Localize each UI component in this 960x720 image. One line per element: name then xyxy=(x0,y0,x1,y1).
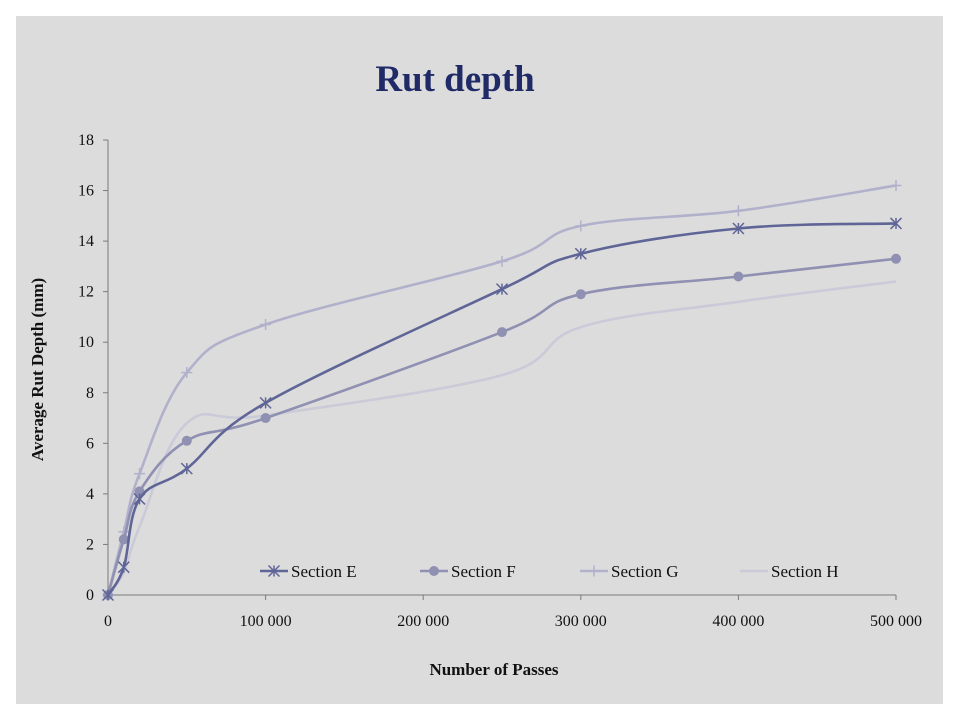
axes: 0 2 4 6 8 10 12 14 16 18 0 100 000 200 000 300 000 400… xyxy=(78,132,922,630)
x-tick-label: 0 xyxy=(104,613,112,630)
legend-item-section-g: Section G xyxy=(580,562,679,581)
chart-title: Rut depth xyxy=(375,59,535,100)
legend-label-section-f: Section F xyxy=(451,562,516,581)
legend-label-section-h: Section H xyxy=(771,562,839,581)
y-tick-label: 12 xyxy=(78,284,94,301)
x-axis-title: Number of Passes xyxy=(429,660,558,679)
legend-marker-section-e xyxy=(267,564,281,578)
data-point-section-g xyxy=(260,319,272,331)
x-tick-label: 300 000 xyxy=(555,613,607,630)
data-point-section-e xyxy=(101,588,115,602)
x-tick-label: 400 000 xyxy=(712,613,764,630)
y-tick-label: 14 xyxy=(78,233,94,250)
series-line-section-f xyxy=(106,257,897,596)
series-line-section-e xyxy=(106,222,897,596)
y-tick-label: 10 xyxy=(78,334,94,351)
y-tick-label: 8 xyxy=(86,385,94,402)
data-point-section-e xyxy=(117,561,130,574)
data-point-section-f xyxy=(497,327,507,338)
data-point-section-g xyxy=(890,180,902,191)
legend: Section E Section F Section G Section H xyxy=(260,562,839,581)
x-tick-label: 100 000 xyxy=(240,613,292,630)
series-layer xyxy=(101,180,903,602)
data-point-section-g xyxy=(496,255,508,267)
series-line-section-h xyxy=(106,280,897,596)
legend-label-section-e: Section E xyxy=(291,562,357,581)
y-tick-label: 4 xyxy=(86,486,94,503)
y-tick-label: 18 xyxy=(78,132,94,149)
y-tick-label: 0 xyxy=(86,587,94,604)
data-point-section-g xyxy=(181,367,193,379)
series-section-e xyxy=(101,217,903,602)
y-axis-title: Average Rut Depth (mm) xyxy=(28,278,47,461)
legend-label-section-g: Section G xyxy=(611,562,679,581)
data-point-section-f xyxy=(733,271,744,282)
legend-item-section-f: Section F xyxy=(420,562,516,581)
y-tick-label: 6 xyxy=(86,435,94,452)
x-tick-label: 500 000 xyxy=(870,613,922,630)
data-point-section-e xyxy=(133,492,146,505)
data-point-section-g xyxy=(575,220,587,232)
x-tick-label: 200 000 xyxy=(397,613,449,630)
data-point-section-e xyxy=(259,396,272,409)
data-point-section-f xyxy=(118,534,129,545)
data-point-section-e xyxy=(732,222,745,235)
y-tick-label: 16 xyxy=(78,183,94,200)
legend-item-section-h: Section H xyxy=(740,562,839,581)
data-point-section-e xyxy=(495,283,509,296)
data-point-section-e xyxy=(574,247,587,260)
legend-item-section-e: Section E xyxy=(260,562,357,581)
data-point-section-f xyxy=(575,289,586,300)
data-point-section-g xyxy=(732,205,744,217)
data-point-section-e xyxy=(889,217,903,230)
series-line-section-g xyxy=(106,184,897,596)
series-section-f xyxy=(103,253,901,600)
data-point-section-g xyxy=(134,468,146,480)
series-section-h xyxy=(106,280,897,596)
chart-panel xyxy=(16,16,943,704)
data-point-section-f xyxy=(260,413,271,424)
y-tick-label: 2 xyxy=(86,536,94,553)
data-point-section-f xyxy=(891,253,901,264)
series-section-g xyxy=(102,180,902,601)
legend-marker-section-f xyxy=(429,566,439,576)
legend-marker-section-g xyxy=(588,565,600,577)
data-point-section-f xyxy=(181,435,192,446)
data-point-section-e xyxy=(180,462,193,475)
